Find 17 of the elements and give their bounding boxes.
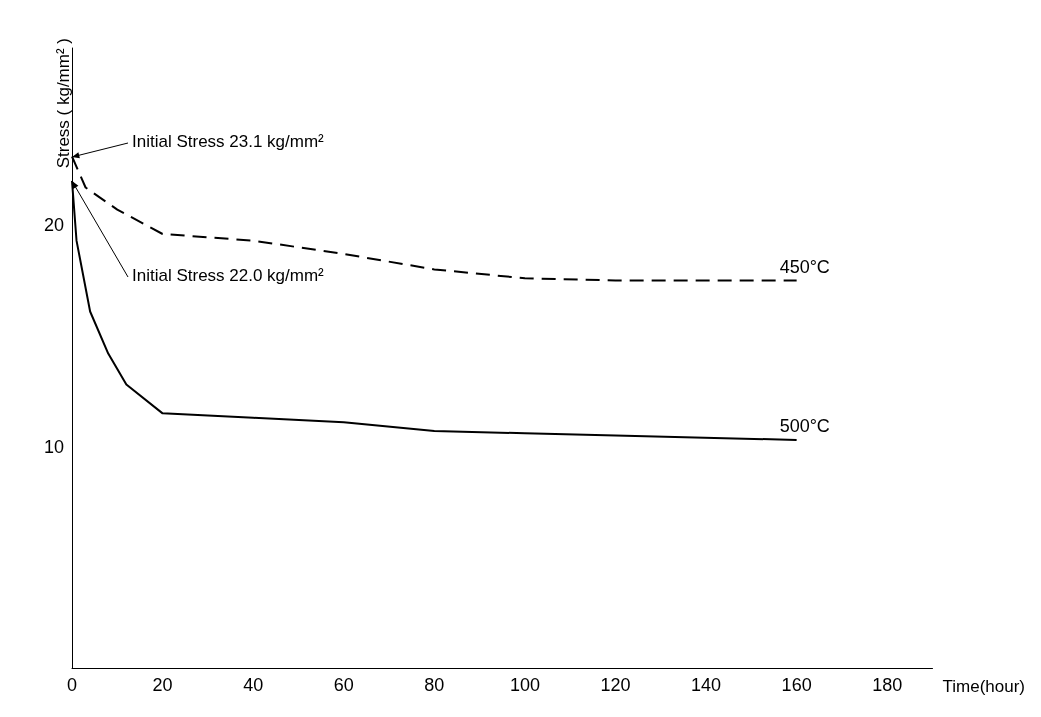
- x-tick-label: 60: [333, 675, 354, 695]
- x-tick-label: 100: [509, 675, 540, 695]
- x-tick-label: 0: [66, 675, 78, 695]
- x-tick-label: 80: [424, 675, 445, 695]
- x-axis-title: Time(hour): [942, 677, 1026, 696]
- x-tick-label: 160: [781, 675, 812, 695]
- annotation: Initial Stress 22.0 kg/mm²: [132, 265, 325, 285]
- x-tick-label: 140: [691, 675, 722, 695]
- y-tick-label: 10: [43, 436, 64, 457]
- series-label: 450°C: [779, 256, 830, 277]
- series-label: 500°C: [779, 415, 830, 436]
- x-tick-label: 120: [600, 675, 631, 695]
- x-tick-label: 40: [243, 675, 264, 695]
- x-tick-label: 180: [872, 675, 903, 695]
- y-axis-title: Stress ( kg/mm² ): [54, 38, 73, 169]
- x-tick-label: 20: [152, 675, 173, 695]
- annotation: Initial Stress 23.1 kg/mm²: [132, 131, 325, 151]
